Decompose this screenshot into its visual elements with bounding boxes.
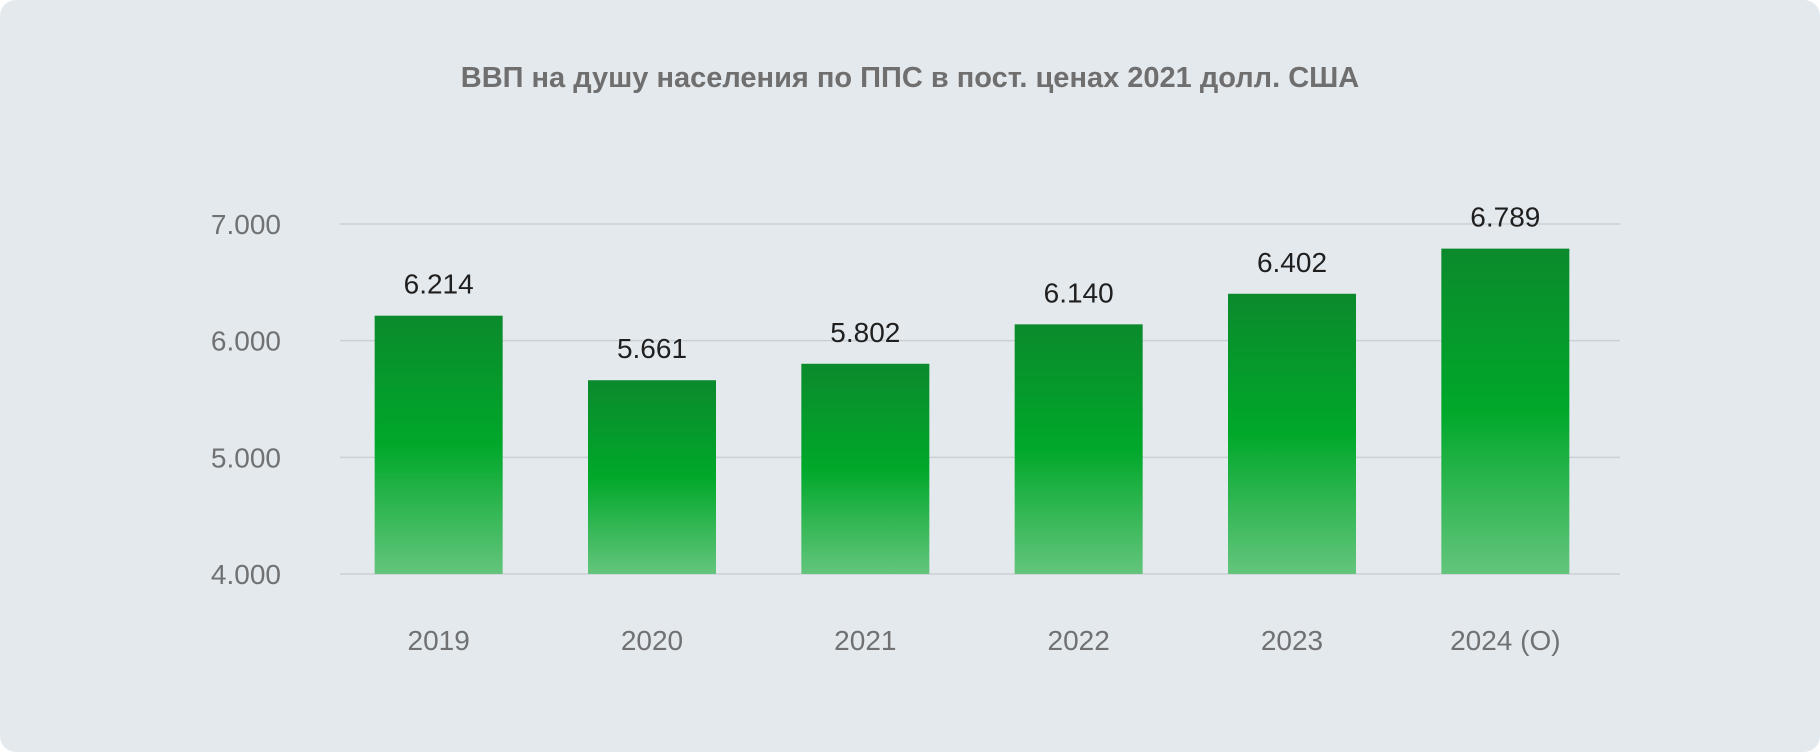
bar-2020 xyxy=(588,380,716,574)
x-tick-label: 2020 xyxy=(621,625,683,656)
bar-2021 xyxy=(801,363,930,574)
y-tick-label: 6.000 xyxy=(211,326,281,357)
bar-value-label: 5.802 xyxy=(830,317,900,348)
x-tick-label: 2022 xyxy=(1048,625,1110,656)
y-tick-label: 4.000 xyxy=(211,559,281,590)
x-tick-label: 2023 xyxy=(1261,625,1323,656)
bar-value-label: 5.661 xyxy=(617,333,687,364)
y-tick-label: 7.000 xyxy=(211,209,281,240)
bars xyxy=(374,248,1570,574)
y-tick-label: 5.000 xyxy=(211,442,281,473)
x-axis-ticks: 2019 2020 2021 2022 2023 2024 (О) xyxy=(408,625,1561,656)
x-tick-label: 2024 (О) xyxy=(1450,625,1561,656)
bar-2024 (О) xyxy=(1441,248,1570,574)
x-tick-label: 2019 xyxy=(408,625,470,656)
chart-title: ВВП на душу населения по ППС в пост. цен… xyxy=(460,62,1360,94)
bar-value-label: 6.214 xyxy=(404,269,474,300)
bar-value-label: 6.402 xyxy=(1257,247,1327,278)
bar-value-label: 6.789 xyxy=(1470,202,1540,233)
gridlines xyxy=(340,223,1620,575)
bar-value-label: 6.140 xyxy=(1044,277,1114,308)
bar-2022 xyxy=(1014,324,1143,574)
bar-2019 xyxy=(374,315,503,574)
y-axis-ticks: 4.000 5.000 6.000 7.000 xyxy=(211,209,281,590)
bar-value-labels: 6.214 5.661 5.802 6.140 6.402 6.789 xyxy=(404,202,1541,365)
x-tick-label: 2021 xyxy=(834,625,896,656)
bar-2023 xyxy=(1228,293,1356,574)
